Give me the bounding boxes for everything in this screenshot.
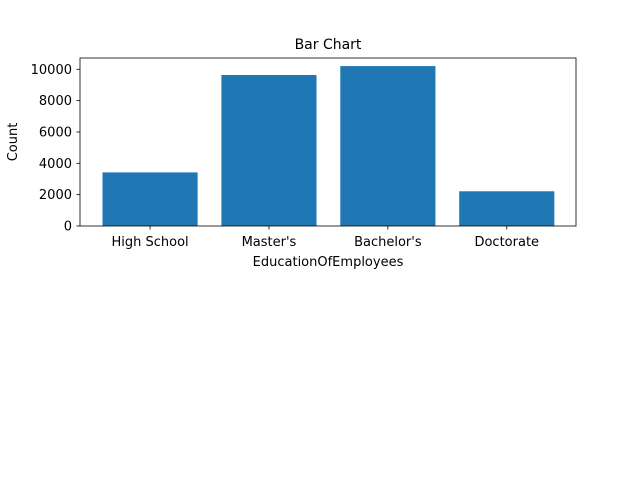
x-tick-label: High School — [111, 235, 188, 250]
y-tick-label: 10000 — [31, 63, 72, 78]
y-tick-label: 4000 — [39, 157, 72, 172]
x-axis-label: EducationOfEmployees — [253, 255, 404, 270]
y-tick-label: 8000 — [39, 94, 72, 109]
bar-bachelor-s — [340, 66, 436, 226]
bar-high-school — [102, 172, 198, 226]
bar-master-s — [221, 75, 317, 227]
bars-group — [102, 66, 555, 227]
bar-doctorate — [459, 191, 555, 226]
chart-title: Bar Chart — [295, 37, 362, 53]
plot-frame — [79, 57, 577, 227]
y-tick-label: 6000 — [39, 125, 72, 140]
y-tick-label: 2000 — [39, 188, 72, 203]
y-axis-label: Count — [6, 123, 21, 162]
y-tick-label: 0 — [64, 220, 72, 235]
x-tick-label: Bachelor's — [354, 235, 422, 250]
x-tick-label: Master's — [242, 235, 297, 250]
x-axis: High School Master's Bachelor's Doctorate — [111, 226, 539, 250]
y-axis: 0 2000 4000 6000 8000 10000 — [31, 63, 80, 235]
x-tick-label: Doctorate — [474, 235, 539, 250]
